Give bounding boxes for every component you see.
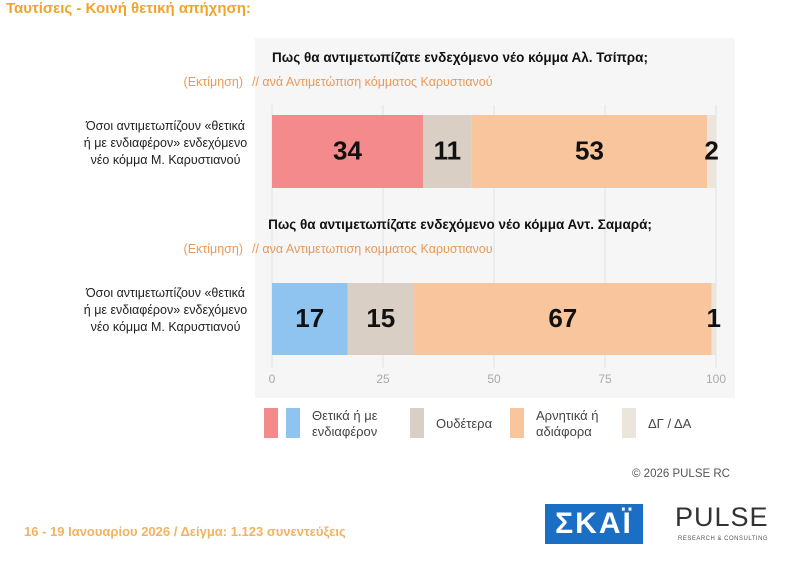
bar-segment — [471, 115, 708, 188]
value-label: 15 — [366, 303, 395, 333]
value-label: 11 — [434, 135, 462, 165]
chart-title: Πως θα αντιμετωπίζατε ενδεχόμενο νέο κόμ… — [272, 50, 648, 65]
bar-segment — [422, 115, 472, 188]
chart-subtitle: // ανα Αντιμετωπιση κομματος Καρυστιανου — [252, 242, 493, 256]
legend-label: Αρνητικά ή αδιάφορα — [536, 408, 599, 439]
chart-note: (Εκτίμηση) — [183, 75, 243, 89]
x-tick-label: 0 — [269, 372, 276, 386]
x-tick-label: 75 — [598, 372, 612, 386]
legend-label: Θετικά ή με ενδιαφέρον — [312, 408, 378, 439]
value-label: 17 — [295, 303, 324, 333]
footer: 16 - 19 Ιανουαρίου 2026 / Δείγμα: 1.123 … — [24, 524, 346, 539]
value-label: 34 — [333, 135, 362, 165]
value-label: 1 — [707, 303, 721, 333]
copyright: © 2026 PULSE RC — [632, 468, 730, 480]
legend-swatch — [286, 408, 300, 438]
logo-pulse: PULSE — [675, 502, 769, 532]
chart-subtitle: // ανά Αντιμετώπιση κόμματος Καρυστιανού — [252, 75, 493, 89]
bar-segment — [711, 283, 716, 355]
bar-segment — [414, 283, 712, 355]
bar-segment — [272, 283, 348, 355]
legend-swatch — [510, 408, 524, 438]
legend-swatch — [622, 408, 636, 438]
category-label: Όσοι αντιμετωπίζουν «θετικά ή με ενδιαφέ… — [83, 118, 248, 167]
chart-title: Πως θα αντιμετωπίζατε ενδεχόμενο νέο κόμ… — [268, 217, 652, 232]
page-title: Ταυτίσεις - Κοινή θετική απήχηση: — [6, 0, 251, 17]
value-label: 53 — [575, 135, 604, 165]
bar-segment — [707, 115, 716, 188]
logo-pulse-sub: RESEARCH & CONSULTING — [678, 536, 769, 542]
value-label: 67 — [548, 303, 577, 333]
legend-label: ΔΓ / ΔΑ — [648, 416, 692, 431]
logo-skai: ΣΚΑΪ — [545, 504, 643, 544]
category-label: Όσοι αντιμετωπίζουν «θετικά ή με ενδιαφέ… — [83, 286, 248, 334]
legend-label: Ουδέτερα — [436, 416, 493, 431]
chart-note: (Εκτίμηση) — [183, 242, 243, 256]
x-tick-label: 25 — [376, 372, 390, 386]
x-tick-label: 100 — [706, 372, 726, 386]
value-label: 2 — [704, 135, 718, 165]
bar-segment — [272, 115, 423, 188]
legend-swatch — [410, 408, 424, 438]
legend-swatch — [264, 408, 278, 438]
bar-segment — [347, 283, 415, 355]
x-tick-label: 50 — [487, 372, 501, 386]
